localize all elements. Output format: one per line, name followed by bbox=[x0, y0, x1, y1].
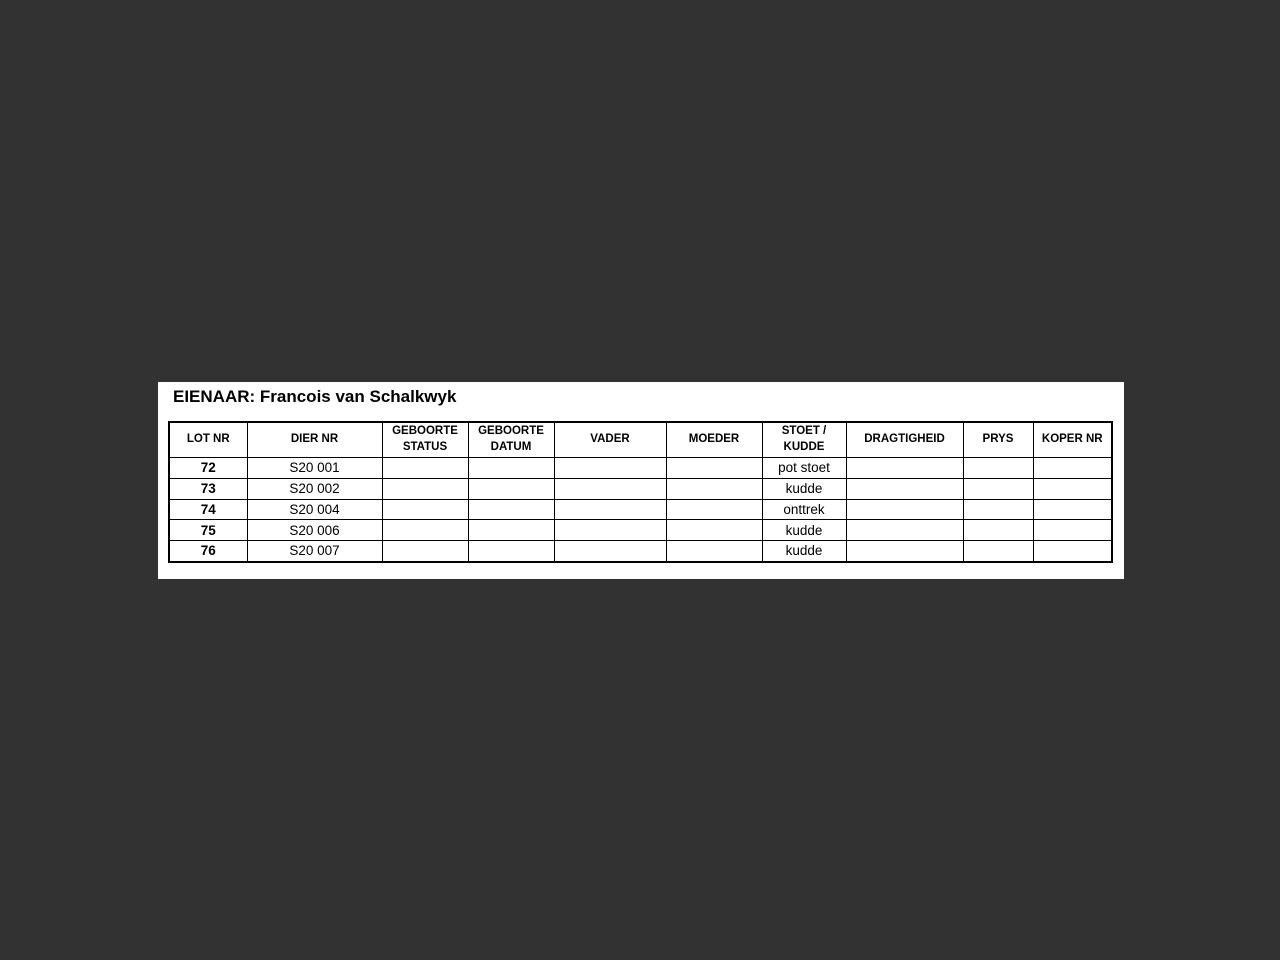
cell-geboorte-datum bbox=[467, 477, 555, 500]
cell-dragtigheid bbox=[845, 540, 964, 563]
document-page: EIENAAR: Francois van Schalkwyk LOT NR DI… bbox=[158, 382, 1124, 579]
cell-geboorte-datum bbox=[467, 519, 555, 542]
cell-stoet-kudde: pot stoet bbox=[761, 457, 847, 479]
cell-geboorte-datum bbox=[467, 457, 555, 479]
cell-moeder bbox=[665, 540, 763, 563]
cell-prys bbox=[962, 498, 1034, 521]
cell-prys bbox=[962, 519, 1034, 542]
cell-prys bbox=[962, 540, 1034, 563]
cell-dier-nr: S20 001 bbox=[246, 457, 383, 479]
table-row: 76 S20 007 kudde bbox=[168, 540, 1113, 563]
table-row: 75 S20 006 kudde bbox=[168, 519, 1113, 542]
cell-moeder bbox=[665, 477, 763, 500]
cell-vader bbox=[553, 540, 667, 563]
cell-dier-nr: S20 006 bbox=[246, 519, 383, 542]
cell-lot-nr: 75 bbox=[168, 519, 248, 542]
table-row: 72 S20 001 pot stoet bbox=[168, 457, 1113, 479]
cell-geboorte-status bbox=[381, 498, 469, 521]
cell-moeder bbox=[665, 498, 763, 521]
cell-moeder bbox=[665, 519, 763, 542]
cell-prys bbox=[962, 477, 1034, 500]
cell-vader bbox=[553, 457, 667, 479]
cell-moeder bbox=[665, 457, 763, 479]
table-row: 73 S20 002 kudde bbox=[168, 477, 1113, 500]
cell-stoet-kudde: kudde bbox=[761, 477, 847, 500]
column-header-geboorte-status: GEBOORTE STATUS bbox=[381, 421, 469, 458]
column-header-lot-nr: LOT NR bbox=[168, 421, 248, 458]
column-header-stoet-kudde: STOET / KUDDE bbox=[761, 421, 847, 458]
cell-vader bbox=[553, 477, 667, 500]
column-header-dier-nr: DIER NR bbox=[246, 421, 383, 458]
cell-geboorte-status bbox=[381, 519, 469, 542]
column-header-koper-nr: KOPER NR bbox=[1032, 421, 1113, 458]
column-header-prys: PRYS bbox=[962, 421, 1034, 458]
table-row: 74 S20 004 onttrek bbox=[168, 498, 1113, 521]
cell-vader bbox=[553, 519, 667, 542]
cell-prys bbox=[962, 457, 1034, 479]
column-header-dragtigheid: DRAGTIGHEID bbox=[845, 421, 964, 458]
cell-stoet-kudde: kudde bbox=[761, 519, 847, 542]
cell-dragtigheid bbox=[845, 457, 964, 479]
cell-dier-nr: S20 002 bbox=[246, 477, 383, 500]
cell-geboorte-datum bbox=[467, 498, 555, 521]
cell-koper-nr bbox=[1032, 477, 1113, 500]
cell-geboorte-status bbox=[381, 540, 469, 563]
cell-geboorte-status bbox=[381, 457, 469, 479]
cell-dier-nr: S20 004 bbox=[246, 498, 383, 521]
cell-vader bbox=[553, 498, 667, 521]
cell-geboorte-datum bbox=[467, 540, 555, 563]
livestock-table: LOT NR DIER NR GEBOORTE STATUS GEBOORTE DAT… bbox=[168, 421, 1113, 563]
column-header-vader: VADER bbox=[553, 421, 667, 458]
cell-lot-nr: 74 bbox=[168, 498, 248, 521]
column-header-geboorte-datum: GEBOORTE DATUM bbox=[467, 421, 555, 458]
cell-geboorte-status bbox=[381, 477, 469, 500]
table-header-row: LOT NR DIER NR GEBOORTE STATUS GEBOORTE DAT… bbox=[168, 421, 1113, 458]
cell-stoet-kudde: kudde bbox=[761, 540, 847, 563]
cell-koper-nr bbox=[1032, 498, 1113, 521]
cell-dragtigheid bbox=[845, 498, 964, 521]
cell-dragtigheid bbox=[845, 519, 964, 542]
cell-dier-nr: S20 007 bbox=[246, 540, 383, 563]
cell-koper-nr bbox=[1032, 457, 1113, 479]
cell-stoet-kudde: onttrek bbox=[761, 498, 847, 521]
cell-koper-nr bbox=[1032, 540, 1113, 563]
cell-dragtigheid bbox=[845, 477, 964, 500]
cell-lot-nr: 72 bbox=[168, 457, 248, 479]
cell-lot-nr: 73 bbox=[168, 477, 248, 500]
cell-lot-nr: 76 bbox=[168, 540, 248, 563]
cell-koper-nr bbox=[1032, 519, 1113, 542]
column-header-moeder: MOEDER bbox=[665, 421, 763, 458]
owner-title: EIENAAR: Francois van Schalkwyk bbox=[173, 387, 457, 406]
